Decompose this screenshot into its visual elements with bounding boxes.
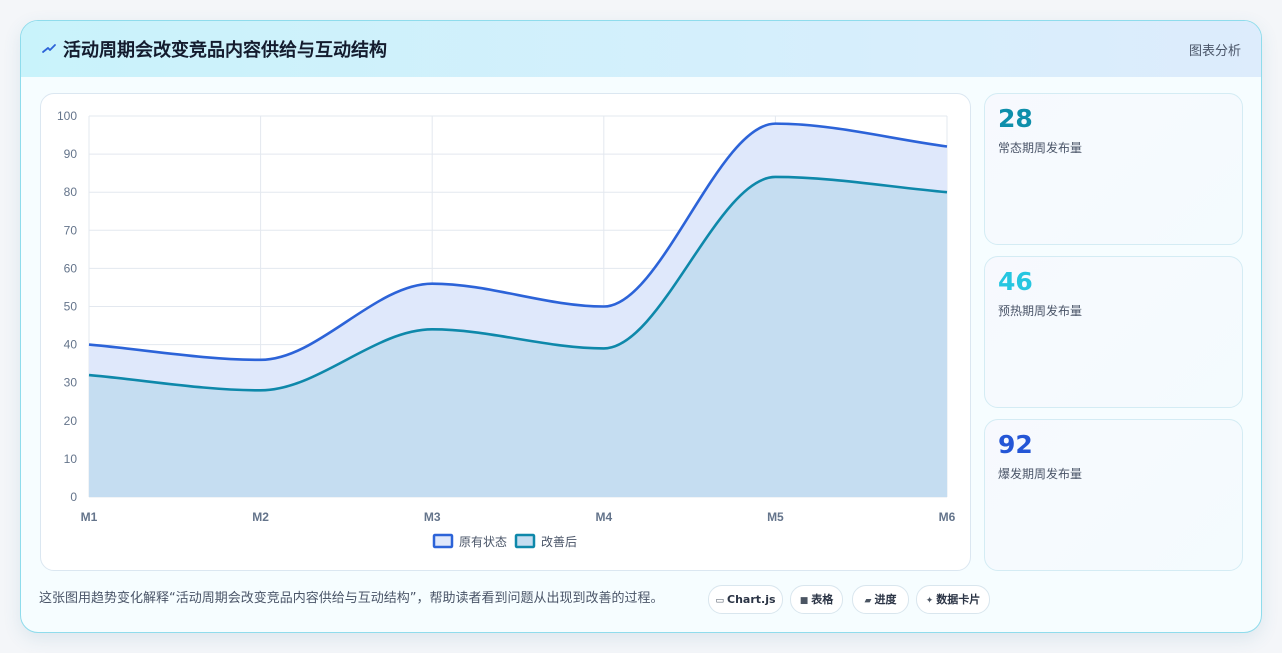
y-tick-label: 80 bbox=[64, 185, 78, 199]
y-tick-label: 40 bbox=[64, 338, 78, 352]
stat-value: 46 bbox=[998, 267, 1033, 296]
y-tick-label: 70 bbox=[64, 223, 78, 237]
chart-analysis-link[interactable]: 图表分析 bbox=[1188, 44, 1241, 59]
stat-card-normal: 28 常态期周发布量 bbox=[984, 93, 1243, 245]
chip-progress[interactable]: ▰ 进度 bbox=[852, 585, 909, 614]
chip-label: 数据卡片 bbox=[936, 593, 981, 606]
chart-panel: 0 10 20 30 40 50 60 70 80 90 100 M1 M2 M3 M4 M5 M6 原有状态 改善… bbox=[40, 93, 971, 571]
legend-label: 改善后 bbox=[541, 534, 577, 549]
area-chart: 0 10 20 30 40 50 60 70 80 90 100 M1 M2 M3 M4 M5 M6 原有状态 改善… bbox=[57, 109, 956, 549]
chip-label: Chart.js bbox=[727, 593, 776, 606]
y-tick-label: 90 bbox=[64, 147, 78, 161]
chip-label: 表格 bbox=[811, 593, 834, 606]
stat-label: 爆发期周发布量 bbox=[998, 467, 1083, 481]
stat-card-burst: 92 爆发期周发布量 bbox=[984, 419, 1243, 571]
stat-label: 预热期周发布量 bbox=[998, 304, 1083, 318]
page-title: 活动周期会改变竞品内容供给与互动结构 bbox=[63, 40, 387, 61]
series-area-1 bbox=[89, 176, 947, 497]
y-tick-label: 30 bbox=[64, 376, 78, 390]
x-tick-label: M1 bbox=[81, 510, 98, 524]
legend-swatch bbox=[514, 533, 536, 549]
chip-label: 进度 bbox=[874, 593, 897, 606]
y-tick-label: 0 bbox=[70, 490, 77, 504]
chip-data-card[interactable]: ✦ 数据卡片 bbox=[916, 585, 990, 614]
y-tick-label: 10 bbox=[64, 452, 78, 466]
chart-line-icon bbox=[42, 44, 56, 53]
card-header: 活动周期会改变竞品内容供给与互动结构 图表分析 bbox=[21, 21, 1261, 77]
chip-table[interactable]: ■ 表格 bbox=[790, 585, 843, 614]
chip-chartjs[interactable]: ▭ Chart.js bbox=[708, 585, 783, 614]
y-tick-label: 50 bbox=[64, 300, 78, 314]
legend-label: 原有状态 bbox=[459, 535, 507, 549]
y-tick-label: 60 bbox=[64, 261, 78, 275]
progress-icon: ▰ bbox=[864, 596, 872, 606]
stat-card-warmup: 46 预热期周发布量 bbox=[984, 256, 1243, 408]
stat-label: 常态期周发布量 bbox=[998, 141, 1083, 155]
series-line-0 bbox=[88, 122, 948, 362]
legend-swatch bbox=[432, 533, 454, 549]
sparkle-icon: ✦ bbox=[925, 596, 934, 606]
x-tick-label: M3 bbox=[424, 510, 441, 524]
x-tick-label: M6 bbox=[939, 510, 956, 524]
chart-card: 活动周期会改变竞品内容供给与互动结构 图表分析 0 10 20 30 40 50 60 70 8… bbox=[20, 20, 1262, 633]
y-tick-label: 100 bbox=[57, 109, 77, 123]
stat-value: 28 bbox=[998, 104, 1033, 133]
series-line-1 bbox=[88, 175, 948, 392]
y-tick-label: 20 bbox=[64, 414, 78, 428]
x-tick-label: M5 bbox=[767, 510, 784, 524]
x-tick-label: M4 bbox=[595, 510, 612, 524]
x-tick-label: M2 bbox=[252, 510, 269, 524]
table-icon: ■ bbox=[799, 596, 809, 606]
chart-description: 这张图用趋势变化解释“活动周期会改变竞品内容供给与互动结构”，帮助读者看到问题从… bbox=[39, 591, 664, 606]
chart-icon: ▭ bbox=[715, 596, 724, 606]
stat-value: 92 bbox=[998, 430, 1033, 459]
